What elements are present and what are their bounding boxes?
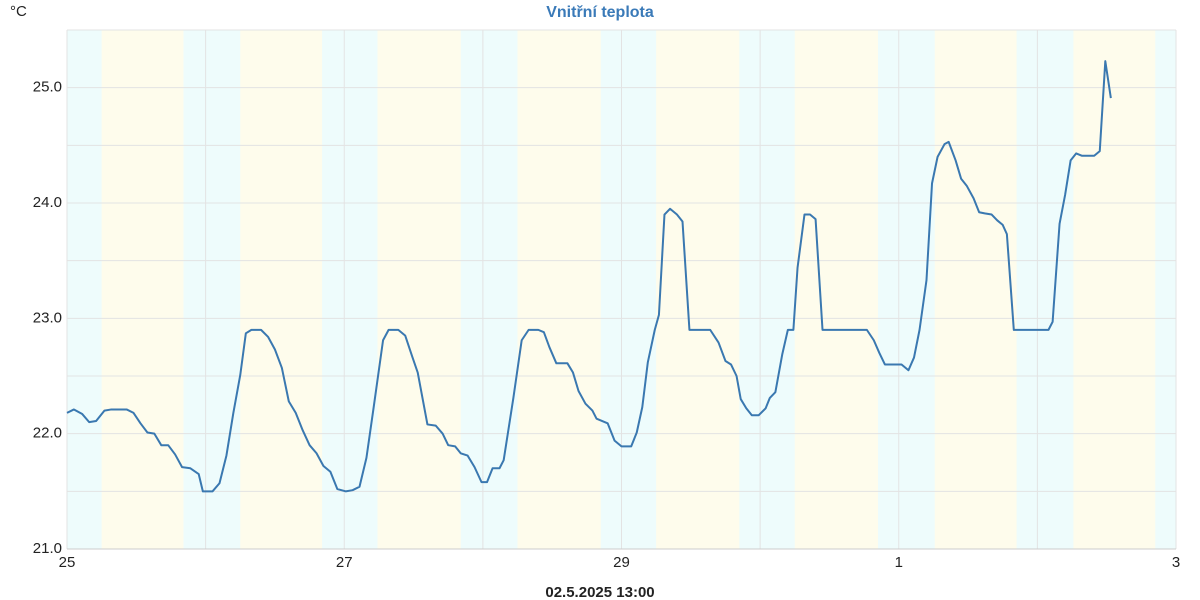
footer-timestamp: 02.5.2025 13:00 bbox=[545, 584, 654, 600]
y-unit: °C bbox=[10, 3, 27, 20]
y-tick-label: 24.0 bbox=[33, 194, 62, 211]
y-tick-label: 22.0 bbox=[33, 425, 62, 442]
day-period bbox=[794, 30, 878, 549]
day-period bbox=[656, 30, 740, 549]
y-tick-label: 25.0 bbox=[33, 79, 62, 96]
day-period bbox=[377, 30, 461, 549]
day-period bbox=[240, 30, 323, 549]
x-tick-label: 25 bbox=[59, 554, 76, 571]
x-tick-label: 1 bbox=[895, 554, 903, 571]
x-tick-label: 3 bbox=[1172, 554, 1180, 571]
day-period bbox=[934, 30, 1017, 549]
y-tick-label: 21.0 bbox=[33, 540, 62, 557]
x-tick-label: 27 bbox=[336, 554, 353, 571]
day-period bbox=[517, 30, 601, 549]
x-tick-label: 29 bbox=[613, 554, 630, 571]
day-period bbox=[101, 30, 184, 549]
temperature-line bbox=[66, 60, 1112, 493]
day-period bbox=[1073, 30, 1156, 549]
chart-title: Vnitřní teplota bbox=[546, 4, 654, 21]
y-tick-label: 23.0 bbox=[33, 309, 62, 326]
